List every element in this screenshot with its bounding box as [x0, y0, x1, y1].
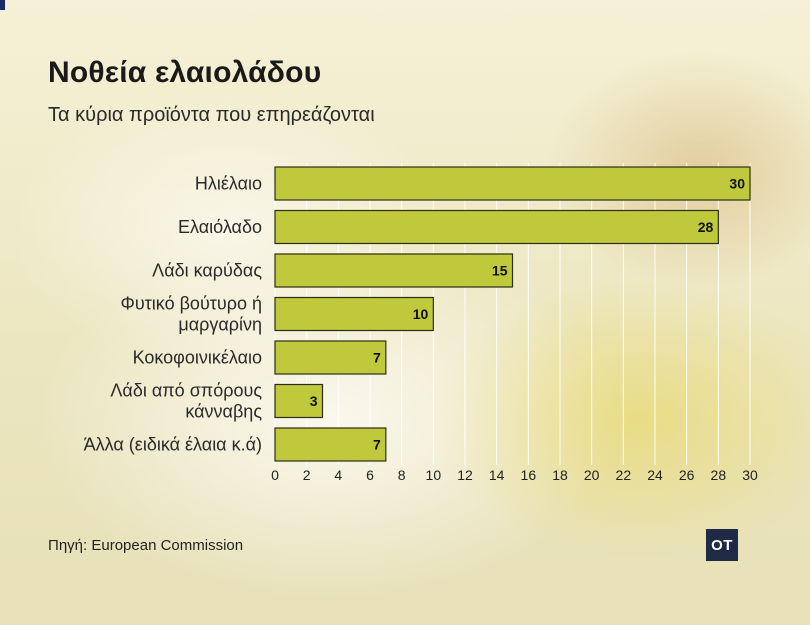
bar — [274, 209, 719, 245]
x-tick-label: 10 — [426, 467, 442, 483]
publisher-logo: OT — [706, 529, 738, 561]
x-tick-label: 16 — [521, 467, 537, 483]
bar — [274, 383, 324, 419]
bar-value-label: 30 — [729, 176, 745, 192]
bar-value-label: 10 — [413, 306, 429, 322]
x-axis-ticks: 0 2 4 6 8 10 12 14 16 18 20 22 24 26 28 30 — [271, 467, 758, 483]
x-tick-label: 30 — [742, 467, 758, 483]
bar — [274, 253, 514, 288]
category-label: Φυτικό βούτυρο ή — [120, 294, 262, 314]
corner-accent — [0, 0, 5, 10]
category-label: Ηλιέλαιο — [195, 174, 262, 194]
bars: 30 28 15 10 7 3 7 — [274, 166, 751, 462]
x-tick-label: 24 — [647, 467, 663, 483]
category-label: μαργαρίνη — [178, 315, 262, 335]
bar — [274, 166, 751, 201]
bar-value-label: 15 — [492, 263, 508, 279]
x-tick-label: 26 — [679, 467, 695, 483]
category-label: κάνναβης — [185, 402, 262, 422]
x-tick-label: 28 — [711, 467, 727, 483]
bar-value-label: 3 — [310, 393, 318, 409]
x-tick-label: 12 — [457, 467, 473, 483]
bar — [274, 340, 387, 375]
chart-subtitle: Τα κύρια προϊόντα που επηρεάζονται — [48, 104, 375, 126]
category-label: Λάδι από σπόρους — [110, 381, 262, 401]
bar-value-label: 7 — [373, 350, 381, 366]
x-tick-label: 8 — [398, 467, 406, 483]
source-note: Πηγή: European Commission — [48, 537, 244, 554]
category-label: Ελαιόλαδο — [178, 217, 262, 237]
chart-title: Νοθεία ελαιολάδου — [48, 56, 322, 89]
category-label: Άλλα (ειδικά έλαια κ.ά) — [84, 435, 262, 455]
bar-value-label: 7 — [373, 437, 381, 453]
x-tick-label: 14 — [489, 467, 505, 483]
category-label: Κοκοφοινικέλαιο — [133, 348, 262, 368]
x-tick-label: 6 — [366, 467, 374, 483]
bar — [274, 296, 434, 332]
x-tick-label: 0 — [271, 467, 279, 483]
bar-value-label: 28 — [698, 219, 714, 235]
category-labels: Ηλιέλαιο Ελαιόλαδο Λάδι καρύδας Φυτικό βούτ… — [84, 174, 263, 455]
x-tick-label: 4 — [334, 467, 342, 483]
x-tick-label: 20 — [584, 467, 600, 483]
x-tick-label: 22 — [616, 467, 632, 483]
bar — [274, 427, 387, 462]
category-label: Λάδι καρύδας — [152, 261, 262, 281]
x-tick-label: 18 — [552, 467, 568, 483]
x-tick-label: 2 — [303, 467, 311, 483]
